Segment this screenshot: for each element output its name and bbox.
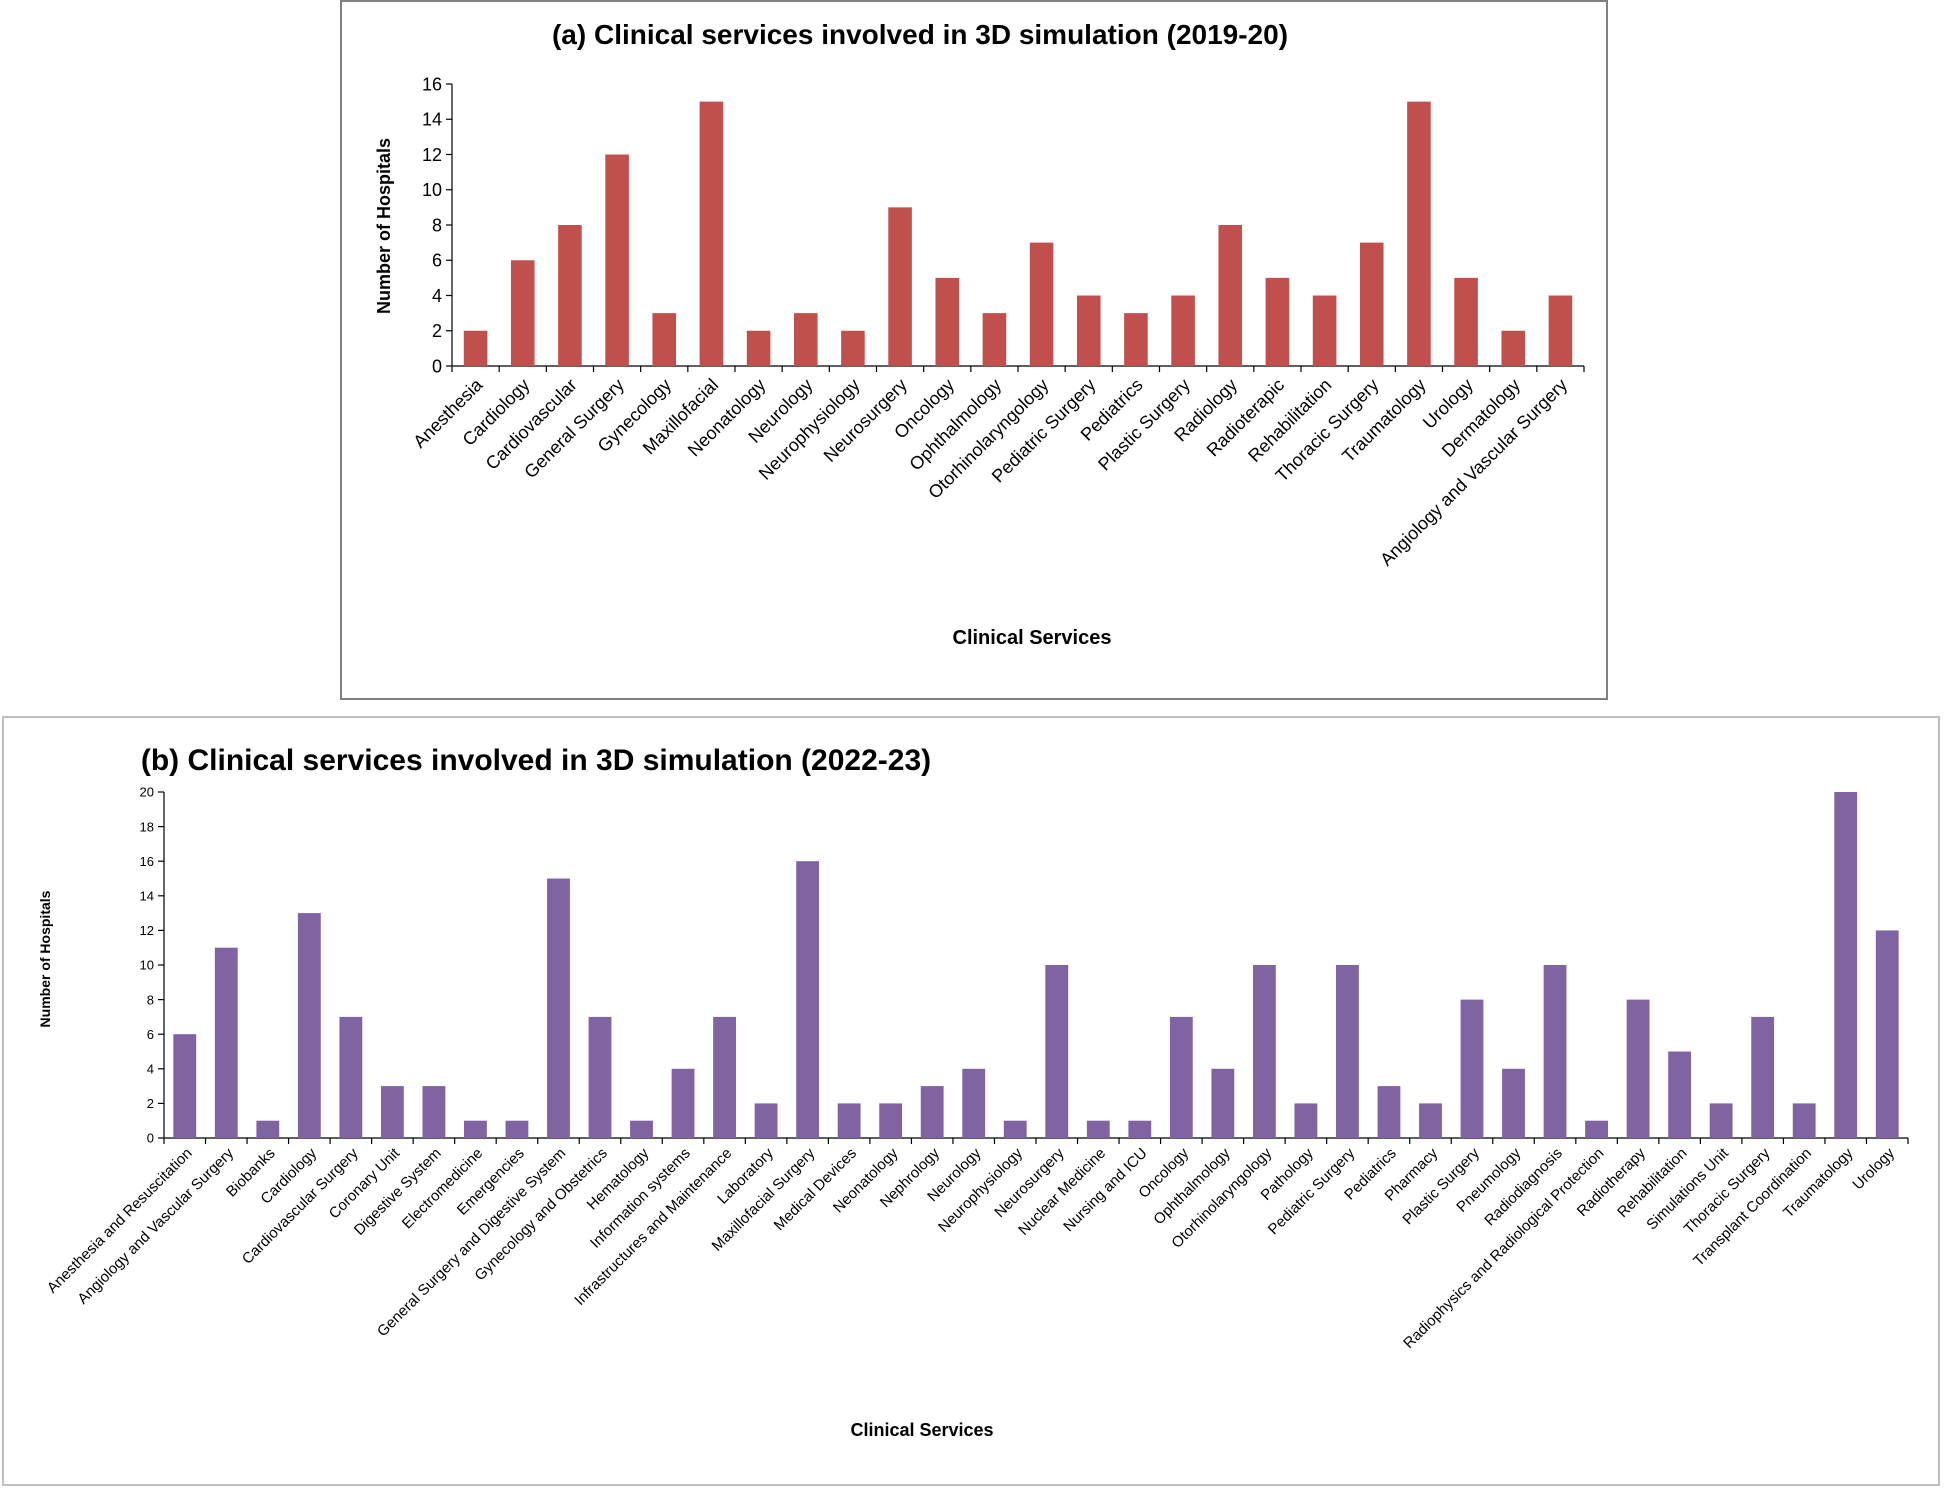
- chart-b-bar: [297, 913, 321, 1138]
- chart-b-x-axis-label: Clinical Services: [850, 1420, 993, 1440]
- chart-b-bar: [256, 1120, 280, 1138]
- chart-a-svg: (a) Clinical services involved in 3D sim…: [374, 19, 1585, 649]
- chart-a-bar: [1454, 277, 1478, 366]
- chart-a-bar: [1171, 295, 1195, 366]
- chart-b-category-label: Urology: [1849, 1144, 1898, 1193]
- chart-b-bar: [588, 1016, 612, 1138]
- chart-b-y-tick-label: 4: [147, 1061, 154, 1076]
- chart-b-bar: [630, 1120, 653, 1138]
- chart-a-bar: [652, 313, 677, 366]
- chart-b-bar: [1419, 1103, 1442, 1138]
- chart-b-bar: [505, 1120, 529, 1138]
- chart-a-bar: [888, 207, 912, 366]
- chart-b-bar: [1585, 1120, 1608, 1138]
- chart-a-category-label: Traumatology: [1338, 375, 1429, 466]
- chart-a-y-tick-label: 0: [432, 356, 442, 376]
- chart-b-y-tick-label: 12: [140, 923, 154, 938]
- chart-a-y-tick-label: 2: [432, 321, 442, 341]
- chart-b-bar: [339, 1016, 363, 1138]
- chart-a-bar: [746, 330, 771, 366]
- chart-b-bar: [1336, 965, 1359, 1138]
- chart-a-bar: [793, 313, 818, 366]
- chart-a-y-tick-label: 16: [422, 74, 442, 94]
- chart-a-bar: [510, 260, 535, 366]
- chart-b-bar: [1128, 1120, 1152, 1138]
- chart-panel-b: (b) Clinical services involved in 3D sim…: [2, 716, 1940, 1486]
- chart-panel-a: (a) Clinical services involved in 3D sim…: [340, 0, 1608, 700]
- chart-a-y-tick-label: 10: [422, 180, 442, 200]
- chart-b-bar: [547, 878, 570, 1138]
- chart-b-y-tick-label: 0: [147, 1131, 154, 1146]
- chart-b-bar: [1211, 1068, 1235, 1138]
- chart-b-bar: [1377, 1086, 1401, 1138]
- chart-a-y-tick-label: 4: [432, 286, 442, 306]
- chart-b-bar: [173, 1034, 197, 1138]
- chart-a-bar: [1124, 313, 1148, 366]
- chart-b-y-tick-label: 10: [140, 958, 154, 973]
- chart-b-svg: (b) Clinical services involved in 3D sim…: [37, 744, 1909, 1440]
- chart-b-bar: [1045, 965, 1069, 1138]
- chart-a-bar: [1548, 295, 1573, 366]
- chart-a-y-axis-label: Number of Hospitals: [374, 138, 394, 314]
- chart-a-y-tick-label: 14: [422, 110, 442, 130]
- chart-b-bar: [754, 1103, 778, 1138]
- chart-b-bar: [1294, 1103, 1318, 1138]
- chart-b-bar: [796, 861, 820, 1138]
- chart-a-bar: [558, 225, 582, 366]
- chart-b-bar: [1086, 1120, 1110, 1138]
- chart-a-bar: [1501, 330, 1526, 366]
- chart-b-bar: [1502, 1068, 1525, 1138]
- chart-b-bar: [1875, 930, 1899, 1138]
- chart-a-bar: [1312, 295, 1337, 366]
- chart-a-bar: [463, 330, 488, 366]
- chart-a-bar: [982, 313, 1007, 366]
- chart-a-x-axis-label: Clinical Services: [953, 627, 1112, 649]
- chart-b-bar: [1751, 1016, 1775, 1138]
- chart-a-bar: [1029, 242, 1054, 366]
- chart-b-y-axis-label: Number of Hospitals: [37, 890, 53, 1027]
- chart-b-y-tick-label: 20: [140, 785, 154, 800]
- chart-b-bar: [1834, 792, 1858, 1138]
- chart-b-bar: [837, 1103, 861, 1138]
- chart-b-y-tick-label: 16: [140, 854, 154, 869]
- chart-a-bar: [605, 154, 629, 366]
- chart-b-chart-title: (b) Clinical services involved in 3D sim…: [141, 744, 931, 777]
- chart-b-bar: [962, 1068, 986, 1138]
- chart-b-bar: [380, 1086, 404, 1138]
- chart-b-bar: [1003, 1120, 1027, 1138]
- chart-b-bar: [1543, 965, 1567, 1138]
- chart-b-y-tick-label: 2: [147, 1096, 154, 1111]
- chart-b-bar: [464, 1120, 487, 1138]
- chart-b-bar: [1626, 999, 1650, 1138]
- chart-b-category-label: Angiology and Vascular Surgery: [74, 1144, 237, 1307]
- chart-a-bar: [935, 277, 960, 366]
- chart-a-bar: [1218, 225, 1243, 366]
- chart-a-y-tick-label: 8: [432, 215, 442, 235]
- chart-b-bar: [1460, 999, 1484, 1138]
- chart-b-bar: [671, 1068, 695, 1138]
- chart-b-y-tick-label: 6: [147, 1027, 154, 1042]
- chart-a-bar: [1407, 101, 1431, 366]
- chart-b-y-tick-label: 14: [140, 888, 154, 903]
- chart-a-bar: [699, 101, 724, 366]
- chart-a-bar: [1076, 295, 1101, 366]
- chart-b-bar: [1792, 1103, 1816, 1138]
- chart-b-bar: [1252, 965, 1276, 1138]
- chart-b-bar: [1668, 1051, 1692, 1138]
- chart-b-y-tick-label: 8: [147, 992, 154, 1007]
- chart-b-bar: [422, 1086, 446, 1138]
- chart-a-bar: [1359, 242, 1384, 366]
- chart-a-y-tick-label: 12: [422, 145, 442, 165]
- chart-b-bar: [920, 1086, 944, 1138]
- chart-b-bar: [713, 1016, 736, 1138]
- chart-a-bar: [841, 330, 865, 366]
- chart-b-bar: [1169, 1016, 1193, 1138]
- chart-a-bar: [1265, 277, 1290, 366]
- chart-a-y-tick-label: 6: [432, 251, 442, 271]
- chart-b-bar: [214, 947, 238, 1138]
- chart-a-chart-title: (a) Clinical services involved in 3D sim…: [552, 19, 1288, 50]
- chart-b-y-tick-label: 18: [140, 819, 154, 834]
- chart-b-bar: [1709, 1103, 1733, 1138]
- chart-b-bar: [879, 1103, 903, 1138]
